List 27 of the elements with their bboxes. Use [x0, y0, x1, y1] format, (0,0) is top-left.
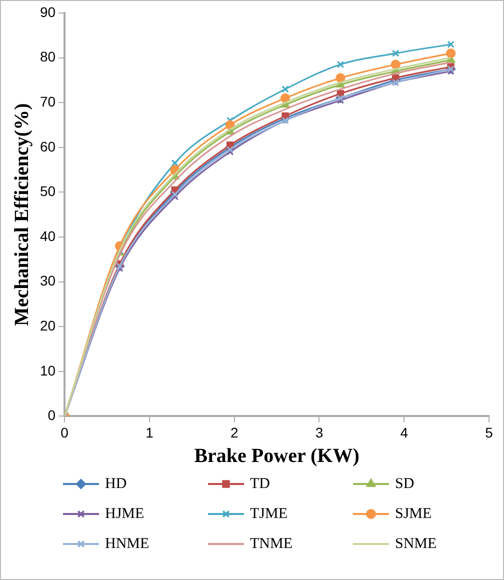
legend-label: TJME [250, 506, 288, 522]
y-tick-label: 10 [40, 362, 56, 378]
y-tick-label: 70 [40, 93, 56, 110]
legend-label: SNME [395, 536, 437, 552]
x-axis-title: Brake Power (KW) [194, 445, 360, 468]
legend-label: HNME [105, 536, 150, 552]
legend-label: SD [395, 476, 414, 492]
x-tick-label: 2 [230, 424, 238, 440]
x-tick-label: 3 [315, 424, 324, 440]
y-tick-label: 50 [40, 183, 56, 200]
y-tick-label: 0 [48, 407, 56, 424]
legend-label: TD [250, 476, 270, 492]
y-tick-label: 30 [40, 272, 56, 289]
y-axis-title: Mechanical Efficiency(%) [11, 103, 34, 326]
y-tick-label: 80 [40, 48, 56, 65]
legend-label: SJME [395, 506, 432, 522]
x-tick-label: 0 [60, 424, 69, 440]
legend-label: TNME [250, 536, 292, 552]
x-tick-label: 5 [485, 424, 494, 440]
x-tick-label: 1 [146, 424, 154, 440]
x-tick-label: 4 [400, 424, 408, 440]
y-tick-label: 60 [40, 138, 56, 154]
y-tick-label: 90 [40, 4, 56, 20]
legend-label: HJME [105, 506, 144, 522]
y-tick-label: 40 [40, 228, 56, 244]
y-tick-label: 20 [40, 317, 56, 334]
legend-label: HD [105, 476, 127, 492]
